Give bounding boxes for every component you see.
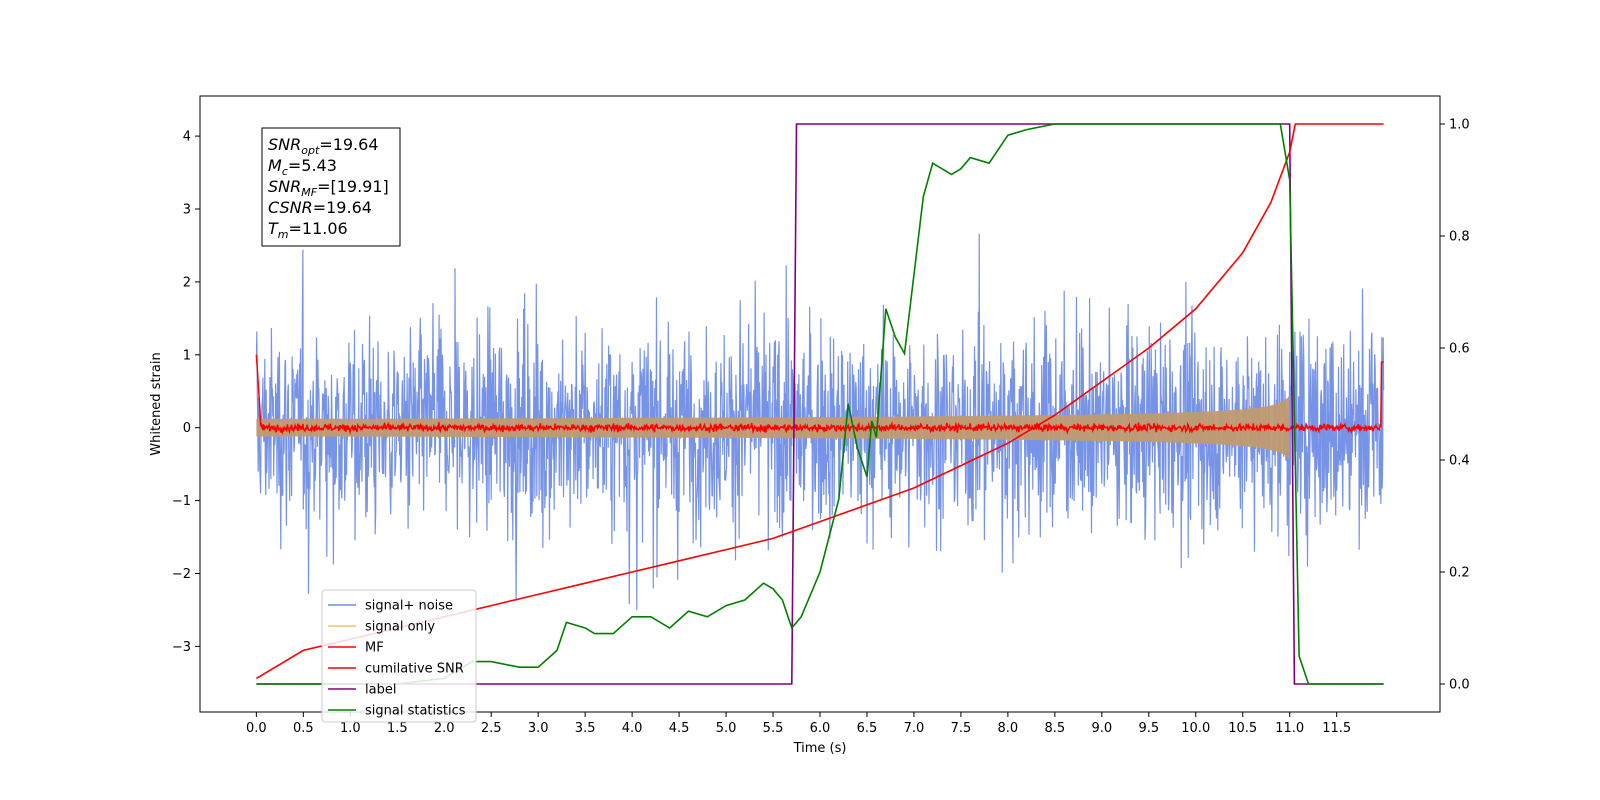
- annotation-line: SNRMF=[19.91]: [268, 177, 389, 199]
- y-left-tick-label: 1: [183, 348, 191, 363]
- series-signal-statistics: [256, 123, 1384, 685]
- annotation-value: =19.64: [319, 135, 378, 154]
- x-tick-label: 0.0: [246, 721, 267, 736]
- annotation-symbol: T: [268, 219, 279, 238]
- x-tick-label: 9.0: [1091, 721, 1112, 736]
- legend-frame: [321, 589, 477, 723]
- x-tick-label: 5.0: [716, 721, 737, 736]
- y-left-tick-label: 2: [183, 275, 191, 290]
- annotation-box: SNRopt=19.64Mc=5.43SNRMF=[19.91]CSNR=19.…: [261, 127, 401, 247]
- annotation-value: =[19.91]: [317, 177, 389, 196]
- y-left-tick-label: −2: [172, 567, 191, 582]
- x-tick-label: 6.5: [857, 721, 878, 736]
- y-axis-label: Whitened strain: [149, 352, 164, 455]
- x-tick-label: 3.5: [575, 721, 596, 736]
- annotation-symbol: SNR: [268, 177, 301, 196]
- legend-label: signal statistics: [365, 704, 466, 719]
- y-right-tick-label: 0.2: [1449, 566, 1470, 581]
- legend-label: signal+ noise: [365, 599, 453, 614]
- x-tick-label: 7.0: [904, 721, 925, 736]
- legend: signal+ noise signal only MF cumilative SNR…: [321, 589, 477, 723]
- annotation-subscript: m: [278, 228, 289, 241]
- x-tick-label: 4.5: [669, 721, 690, 736]
- y-right-tick-label: 0.0: [1449, 678, 1470, 693]
- x-tick-label: 10.5: [1228, 721, 1257, 736]
- y-left-tick-label: −1: [172, 494, 191, 509]
- y-axis-right: 0.0 0.2 0.4 0.6 0.8 1.0: [1440, 118, 1470, 693]
- x-tick-label: 2.5: [481, 721, 502, 736]
- x-tick-label: 0.5: [293, 721, 314, 736]
- y-right-tick-label: 0.4: [1449, 454, 1470, 469]
- x-tick-label: 7.5: [951, 721, 972, 736]
- legend-label: label: [365, 683, 396, 698]
- plot-area: [255, 123, 1385, 685]
- annotation-subscript: c: [282, 165, 288, 178]
- x-tick-label: 11.5: [1322, 721, 1351, 736]
- x-tick-label: 3.0: [528, 721, 549, 736]
- y-left-tick-label: 0: [183, 421, 191, 436]
- y-right-tick-label: 0.6: [1449, 342, 1470, 357]
- x-tick-label: 8.0: [998, 721, 1019, 736]
- legend-label: cumilative SNR: [365, 662, 464, 677]
- annotation-symbol: SNR: [268, 135, 301, 154]
- annotation-line: Tm=11.06: [268, 219, 348, 241]
- annotation-subscript: opt: [301, 144, 320, 157]
- x-tick-label: 9.5: [1138, 721, 1159, 736]
- series-mf: [255, 354, 1384, 436]
- annotation-line: Mc=5.43: [268, 156, 337, 178]
- legend-label: signal only: [365, 620, 435, 635]
- y-left-tick-label: 4: [183, 130, 191, 145]
- y-right-tick-label: 1.0: [1449, 118, 1470, 133]
- y-left-tick-label: −3: [172, 640, 191, 655]
- annotation-symbol: CSNR: [268, 198, 313, 217]
- x-tick-label: 8.5: [1045, 721, 1066, 736]
- annotation-symbol: M: [268, 156, 282, 175]
- x-tick-label: 10.0: [1181, 721, 1210, 736]
- annotation-line: CSNR=19.64: [268, 198, 372, 217]
- x-axis-label: Time (s): [793, 741, 847, 756]
- y-left-tick-label: 3: [183, 202, 191, 217]
- annotation-line: SNRopt=19.64: [268, 135, 379, 157]
- y-right-tick-label: 0.8: [1449, 230, 1470, 245]
- annotation-frame: [261, 127, 401, 247]
- legend-label: MF: [365, 641, 384, 656]
- x-tick-label: 6.0: [810, 721, 831, 736]
- y-axis-left: −3 −2 −1 0 1 2 3 4: [172, 130, 200, 655]
- annotation-value: =19.64: [313, 198, 372, 217]
- x-tick-label: 11.0: [1275, 721, 1304, 736]
- x-tick-label: 1.5: [387, 721, 408, 736]
- annotation-value: =11.06: [289, 219, 348, 238]
- x-axis: 0.0 0.5 1.0 1.5 2.0 2.5 3.0 3.5 4.0 4.5 5.0 5.5 6.0 6…: [246, 712, 1351, 736]
- x-tick-label: 5.5: [763, 721, 784, 736]
- x-tick-label: 1.0: [340, 721, 361, 736]
- x-tick-label: 2.0: [434, 721, 455, 736]
- x-tick-label: 4.0: [622, 721, 643, 736]
- annotation-value: =5.43: [288, 156, 337, 175]
- annotation-subscript: MF: [301, 186, 317, 199]
